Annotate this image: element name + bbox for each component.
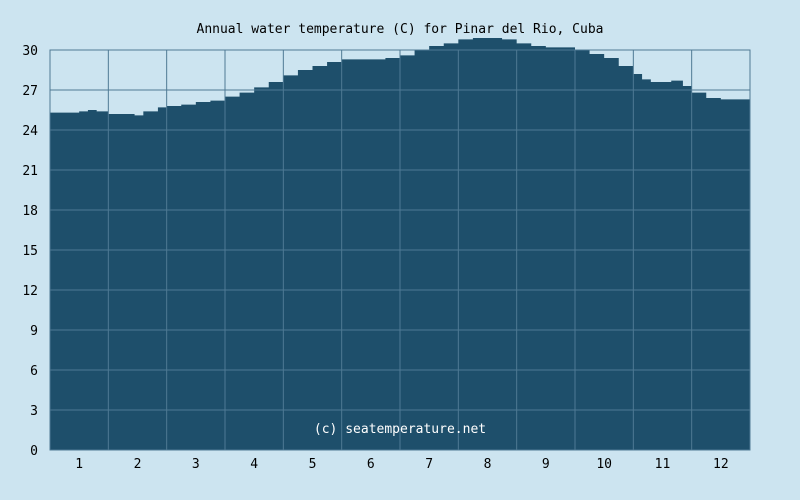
y-tick-label: 9 <box>30 324 38 339</box>
x-tick-label: 7 <box>425 457 433 472</box>
x-tick-label: 2 <box>134 457 142 472</box>
y-tick-label: 18 <box>22 204 38 219</box>
x-tick-label: 11 <box>655 457 671 472</box>
x-tick-label: 12 <box>713 457 729 472</box>
y-tick-label: 0 <box>30 444 38 459</box>
x-tick-label: 1 <box>75 457 83 472</box>
y-tick-label: 3 <box>30 404 38 419</box>
x-tick-label: 8 <box>484 457 492 472</box>
y-tick-label: 30 <box>22 44 38 59</box>
y-tick-label: 6 <box>30 364 38 379</box>
plot-frame <box>49 49 751 451</box>
y-tick-label: 15 <box>22 244 38 259</box>
x-tick-label: 9 <box>542 457 550 472</box>
x-tick-label: 5 <box>309 457 317 472</box>
x-tick-label: 6 <box>367 457 375 472</box>
x-tick-label: 4 <box>250 457 258 472</box>
x-tick-label: 10 <box>596 457 612 472</box>
y-tick-label: 21 <box>22 164 38 179</box>
chart-title: Annual water temperature (C) for Pinar d… <box>197 22 604 37</box>
x-tick-label: 3 <box>192 457 200 472</box>
watermark: (c) seatemperature.net <box>314 422 486 437</box>
y-tick-label: 24 <box>22 124 38 139</box>
y-tick-label: 12 <box>22 284 38 299</box>
y-tick-label: 27 <box>22 84 38 99</box>
